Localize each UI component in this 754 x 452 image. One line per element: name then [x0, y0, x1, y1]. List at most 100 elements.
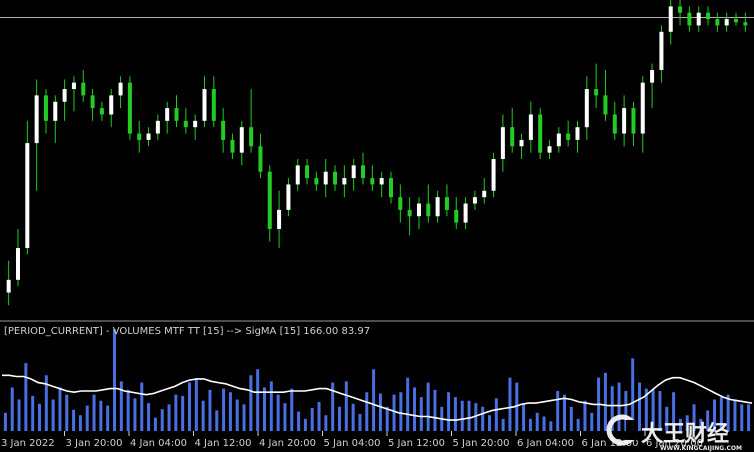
candle-bull — [491, 159, 496, 191]
candle-bear — [454, 209, 459, 223]
x-tick-label: 4 Jan 04:00 — [130, 438, 187, 449]
watermark-brand: 大王财经 — [641, 421, 729, 447]
candle-bull — [165, 108, 170, 121]
candle-bear — [333, 171, 338, 185]
candle-bull — [118, 82, 123, 96]
candle-bear — [687, 12, 692, 26]
candle-bull — [472, 197, 477, 204]
candle-bear — [174, 108, 179, 121]
candle-bear — [211, 89, 216, 121]
candle-bull — [379, 178, 384, 185]
volume-pane[interactable] — [2, 329, 753, 431]
watermark-ring-gap — [626, 420, 638, 440]
x-tick-label: 5 Jan 04:00 — [324, 438, 381, 449]
candle-bear — [230, 139, 235, 153]
candle-bull — [71, 82, 76, 90]
candle-bull — [34, 95, 39, 144]
candle-bear — [398, 197, 403, 210]
candle-bull — [500, 127, 505, 159]
x-tick-label: 6 Jan 04:00 — [517, 438, 574, 449]
candle-bear — [267, 171, 272, 229]
candle-bull — [155, 120, 160, 134]
candle-bear — [594, 89, 599, 96]
candle-bull — [650, 69, 655, 83]
candle-bull — [575, 127, 580, 140]
candle-bear — [603, 95, 608, 115]
candle-bear — [183, 120, 188, 128]
x-tick-label: 6 Jan 20:00 — [646, 438, 703, 449]
candle-bull — [286, 184, 291, 210]
x-tick-label: 6 Jan 12:00 — [582, 438, 639, 449]
x-tick-label: 5 Jan 20:00 — [453, 438, 510, 449]
candle-bear — [388, 178, 393, 198]
x-tick-label: 5 Jan 12:00 — [388, 438, 445, 449]
candle-bull — [295, 165, 300, 185]
candle-bull — [239, 127, 244, 153]
candle-bear — [510, 127, 515, 147]
candle-bear — [81, 82, 86, 96]
candle-bull — [342, 178, 347, 185]
candle-bear — [612, 114, 617, 134]
candle-bull — [351, 165, 356, 179]
candle-bull — [15, 248, 20, 280]
candle-bull — [6, 279, 11, 293]
candle-bear — [314, 178, 319, 185]
candle-bull — [528, 114, 533, 140]
candle-bull — [146, 133, 151, 140]
candle-bear — [305, 165, 310, 179]
candle-bull — [668, 6, 673, 32]
sigma-line — [2, 374, 753, 421]
candle-bull — [277, 209, 282, 229]
candle-bull — [584, 89, 589, 128]
candle-bear — [361, 165, 366, 179]
candle-bull — [622, 108, 627, 134]
candle-bull — [435, 197, 440, 217]
candle-bear — [715, 19, 720, 26]
candle-bear — [249, 127, 254, 147]
indicator-label: [PERIOD_CURRENT] - VOLUMES MTF TT [15] -… — [4, 326, 370, 337]
candle-bear — [743, 22, 748, 26]
watermark-url: WWW.KINGCAIJING.COM — [660, 445, 742, 452]
x-tick-label: 3 Jan 20:00 — [66, 438, 123, 449]
candle-bull — [724, 19, 729, 26]
candle-bear — [99, 108, 104, 115]
candle-bull — [547, 146, 552, 153]
candle-bear — [426, 203, 431, 217]
candle-bear — [221, 120, 226, 140]
candle-bear — [127, 82, 132, 134]
candle-bear — [706, 12, 711, 20]
price-pane[interactable] — [0, 0, 754, 306]
candle-bear — [444, 197, 449, 210]
candle-bear — [678, 6, 683, 13]
candle-bull — [463, 203, 468, 223]
candle-bear — [566, 133, 571, 140]
x-tick-label: 4 Jan 20:00 — [259, 438, 316, 449]
candle-bull — [25, 143, 30, 249]
candle-bear — [370, 178, 375, 185]
candle-bull — [556, 133, 561, 147]
candle-bear — [137, 133, 142, 140]
candle-bull — [323, 171, 328, 185]
candle-bull — [659, 31, 664, 70]
candle-bull — [193, 120, 198, 128]
candle-bear — [734, 19, 739, 23]
candle-bear — [631, 108, 636, 134]
watermark-logo: 大王财经 WWW.KINGCAIJING.COM — [606, 414, 742, 452]
candle-bear — [90, 95, 95, 109]
candle-bull — [202, 89, 207, 121]
x-tick-label: 3 Jan 2022 — [1, 438, 55, 449]
candle-bear — [258, 146, 263, 172]
candle-bear — [407, 209, 412, 217]
candle-bull — [519, 139, 524, 147]
candle-bull — [640, 82, 645, 134]
x-tick-label: 4 Jan 12:00 — [195, 438, 252, 449]
candle-bull — [53, 101, 58, 121]
candle-bear — [43, 95, 48, 121]
x-axis: 3 Jan 2022 3 Jan 20:00 4 Jan 04:00 4 Jan 12… — [1, 431, 703, 449]
candle-bear — [538, 114, 543, 153]
candle-bull — [62, 89, 67, 102]
candle-bull — [696, 12, 701, 26]
candle-bull — [109, 95, 114, 115]
